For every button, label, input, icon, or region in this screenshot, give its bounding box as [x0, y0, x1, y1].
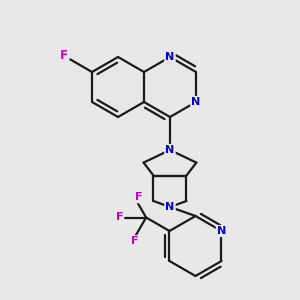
Text: F: F [60, 50, 68, 62]
Text: N: N [165, 52, 175, 62]
Text: F: F [135, 192, 142, 202]
Text: F: F [131, 236, 139, 246]
Text: N: N [191, 97, 201, 107]
Text: N: N [165, 202, 175, 212]
Text: N: N [217, 226, 226, 236]
Text: N: N [165, 145, 175, 155]
Text: F: F [116, 212, 123, 223]
